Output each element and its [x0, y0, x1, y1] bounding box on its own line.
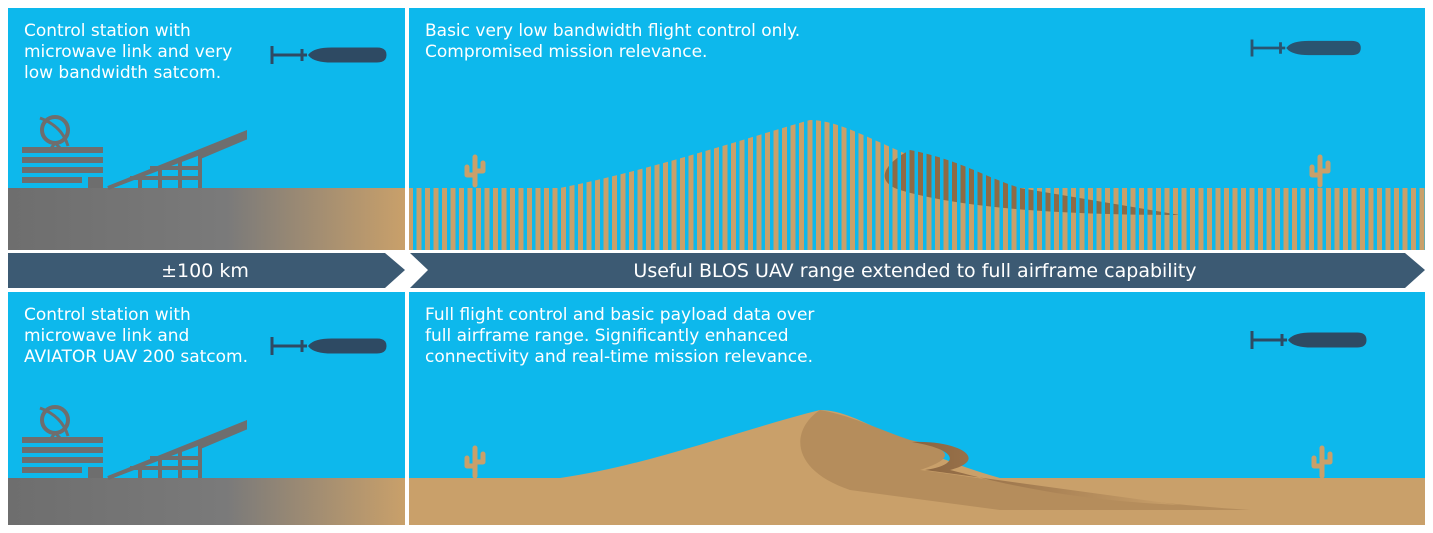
- ground: [8, 478, 405, 525]
- panel-text: microwave link and: [24, 326, 189, 346]
- panel-text: Control station with: [24, 21, 191, 41]
- arrow-label: ±100 km: [161, 260, 249, 282]
- infographic: Control station with microwave link and …: [0, 0, 1433, 533]
- panel-text: Control station with: [24, 305, 191, 325]
- panel-text: microwave link and very: [24, 42, 232, 62]
- panel-text: full airframe range. Significantly enhan…: [425, 326, 789, 346]
- panel-text: low bandwidth satcom.: [24, 63, 221, 83]
- panel-text: Compromised mission relevance.: [425, 42, 707, 62]
- panel-text: Full flight control and basic payload da…: [425, 305, 814, 325]
- panel-text: Basic very low bandwidth flight control …: [425, 21, 800, 41]
- panel-text: AVIATOR UAV 200 satcom.: [24, 347, 248, 367]
- panel-text: connectivity and real-time mission relev…: [425, 347, 813, 367]
- arrow-label: Useful BLOS UAV range extended to full a…: [633, 260, 1196, 282]
- ground: [8, 188, 405, 250]
